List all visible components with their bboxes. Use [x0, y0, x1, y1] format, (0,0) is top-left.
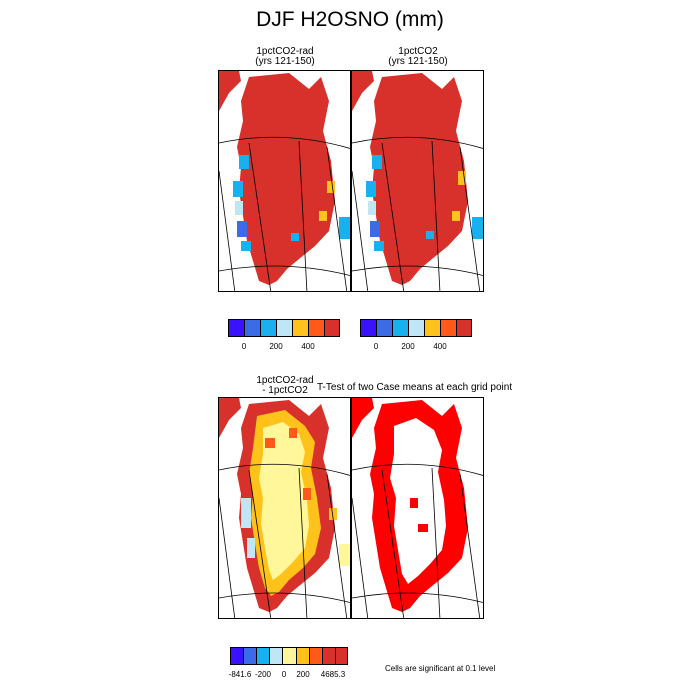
colorbar-swatch — [243, 647, 257, 665]
colorbar-swatch — [308, 647, 322, 665]
colorbar-top-right-label-400: 400 — [433, 342, 447, 351]
greenland-map-top-left — [219, 71, 350, 291]
colorbar-swatch — [440, 319, 456, 337]
panel-title-top-right-line2: (yrs 121-150) — [388, 56, 448, 67]
colorbar-top-right — [360, 319, 472, 337]
graticule — [352, 136, 483, 291]
difference-field — [219, 398, 350, 612]
colorbar-swatch — [228, 319, 244, 337]
colorbar-top-left-label-400: 400 — [301, 342, 315, 351]
panel-title-top-left-line1: 1pctCO2-rad — [256, 46, 314, 57]
colorbar-swatch — [308, 319, 324, 337]
snow-field — [219, 71, 350, 285]
graticule — [219, 463, 350, 618]
panel-title-top-left-line2: (yrs 121-150) — [255, 56, 315, 67]
colorbar-swatch — [244, 319, 260, 337]
colorbar-bottom-label-max: 4685.3 — [320, 670, 346, 679]
colorbar-swatch — [276, 319, 292, 337]
colorbar-swatch — [256, 647, 270, 665]
colorbar-swatch — [334, 647, 348, 665]
colorbar-swatch — [392, 319, 408, 337]
colorbar-swatch — [269, 647, 283, 665]
map-panel-bottom-left — [218, 397, 351, 619]
colorbar-swatch — [282, 647, 296, 665]
colorbar-top-left — [228, 319, 340, 337]
colorbar-swatch — [408, 319, 424, 337]
panel-title-bottom-left: 1pctCO2-rad - 1pctCO2 — [215, 376, 355, 396]
panel-title-bottom-right: T-Test of two Case means at each grid po… — [317, 382, 513, 393]
graticule — [219, 136, 350, 291]
colorbar-bottom-label-0: 0 — [281, 670, 287, 679]
colorbar-top-right-label-200: 200 — [401, 342, 415, 351]
map-panel-top-right — [351, 70, 484, 292]
colorbar-bottom-label-min: -841.6 — [228, 670, 252, 679]
significance-map — [352, 398, 483, 618]
greenland-map-bottom-left — [219, 398, 350, 618]
colorbar-swatch — [376, 319, 392, 337]
graticule — [352, 463, 483, 618]
significance-note: Cells are significant at 0.1 level — [385, 664, 496, 673]
significant-cells — [352, 398, 468, 612]
colorbar-swatch — [324, 319, 340, 337]
panel-title-top-right-line1: 1pctCO2 — [398, 46, 438, 57]
panel-title-bottom-left-line1: 1pctCO2-rad — [256, 375, 314, 386]
colorbar-top-left-label-200: 200 — [269, 342, 283, 351]
colorbar-swatch — [424, 319, 440, 337]
colorbar-swatch — [292, 319, 308, 337]
panel-title-top-left: 1pctCO2-rad (yrs 121-150) — [215, 47, 355, 67]
colorbar-swatch — [260, 319, 276, 337]
colorbar-swatch — [456, 319, 472, 337]
colorbar-bottom-label-200: 200 — [296, 670, 310, 679]
greenland-map-top-right — [352, 71, 483, 291]
colorbar-swatch — [360, 319, 376, 337]
colorbar-swatch — [230, 647, 244, 665]
map-panel-top-left — [218, 70, 351, 292]
panel-title-bottom-left-line2: - 1pctCO2 — [262, 385, 308, 396]
colorbar-swatch — [295, 647, 309, 665]
colorbar-swatch — [321, 647, 335, 665]
colorbar-bottom-label-neg200: -200 — [254, 670, 272, 679]
map-panel-bottom-right — [351, 397, 484, 619]
colorbar-bottom — [230, 647, 348, 665]
snow-field — [352, 71, 483, 285]
figure-title: DJF H2OSNO (mm) — [256, 8, 444, 31]
panel-title-top-right: 1pctCO2 (yrs 121-150) — [348, 47, 488, 67]
colorbar-top-right-label-0: 0 — [373, 342, 379, 351]
colorbar-top-left-label-0: 0 — [241, 342, 247, 351]
